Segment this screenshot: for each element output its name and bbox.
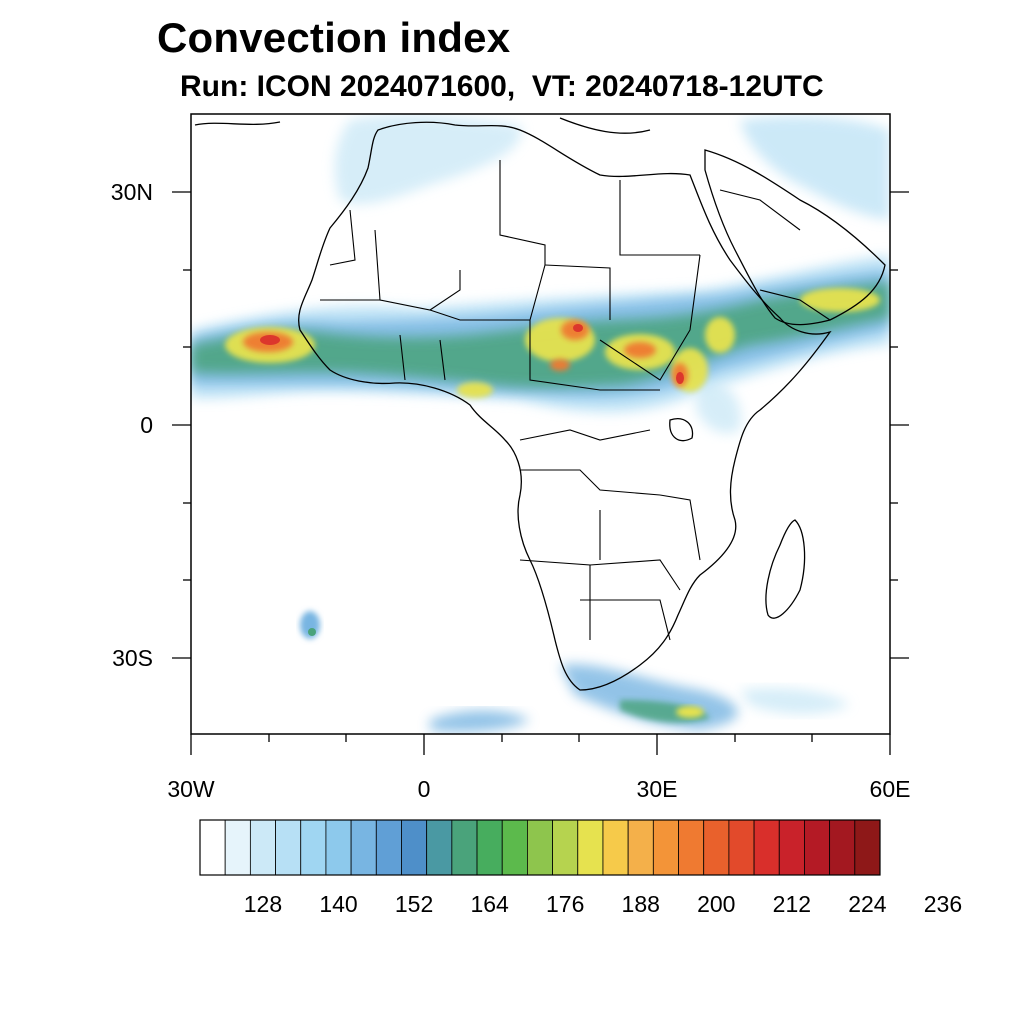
colorbar-label: 152 (395, 891, 433, 917)
colorbar-swatch (300, 819, 327, 876)
colorbar-swatch (678, 819, 705, 876)
colorbar-swatch (602, 819, 629, 876)
colorbar (199, 819, 881, 876)
map-frame (190, 113, 891, 735)
chart-title: Convection index (157, 14, 511, 61)
colorbar-swatch (451, 819, 478, 876)
colorbar-label: 224 (848, 891, 887, 917)
lat-label-30s: 30S (112, 645, 153, 671)
country-borders (320, 160, 831, 641)
colorbar-swatch (501, 819, 528, 876)
colorbar-swatch (778, 819, 805, 876)
colorbar-swatch (224, 819, 251, 876)
lon-label-0: 0 (418, 776, 431, 802)
lat-label-0: 0 (140, 412, 153, 438)
lon-label-30e: 30E (637, 776, 678, 802)
colorbar-swatch (249, 819, 276, 876)
colorbar-swatch (829, 819, 856, 876)
colorbar-label: 200 (697, 891, 735, 917)
colorbar-swatch (652, 819, 679, 876)
convection-field (191, 115, 890, 732)
colorbar-swatch (552, 819, 579, 876)
colorbar-frame (199, 819, 881, 876)
colorbar-swatch (703, 819, 730, 876)
colorbar-swatch (401, 819, 428, 876)
colorbar-swatch (476, 819, 503, 876)
axis-ticks (172, 191, 909, 755)
colorbar-label: 128 (244, 891, 282, 917)
colorbar-swatch (728, 819, 755, 876)
colorbar-swatch (375, 819, 402, 876)
colorbar-label: 212 (773, 891, 811, 917)
colorbar-swatch (577, 819, 604, 876)
colorbar-swatch (426, 819, 453, 876)
coastlines (194, 117, 886, 691)
lon-label-30w: 30W (167, 776, 215, 802)
colorbar-label: 176 (546, 891, 584, 917)
map-panel (191, 114, 890, 734)
colorbar-swatch (804, 819, 831, 876)
colorbar-swatch (854, 819, 881, 876)
lat-label-30n: 30N (111, 179, 153, 205)
colorbar-swatch (325, 819, 352, 876)
colorbar-label: 164 (470, 891, 509, 917)
colorbar-swatch (275, 819, 302, 876)
colorbar-swatch (627, 819, 654, 876)
lon-label-60e: 60E (870, 776, 911, 802)
colorbar-swatch (350, 819, 377, 876)
colorbar-label: 236 (924, 891, 962, 917)
colorbar-label: 188 (622, 891, 660, 917)
colorbar-labels: 128 140 152 164 176 188 200 212 224 236 (244, 891, 962, 917)
chart-subtitle: Run: ICON 2024071600, VT: 20240718-12UTC (180, 70, 824, 103)
colorbar-swatch (527, 819, 553, 876)
colorbar-swatch (199, 819, 226, 876)
colorbar-swatch (753, 819, 780, 876)
colorbar-label: 140 (319, 891, 357, 917)
